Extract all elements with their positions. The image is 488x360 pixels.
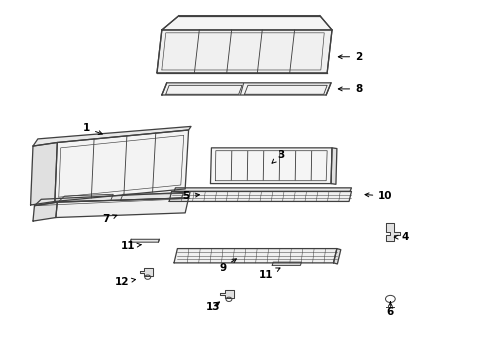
Polygon shape: [333, 249, 340, 264]
Polygon shape: [210, 148, 331, 184]
Polygon shape: [30, 143, 57, 205]
Polygon shape: [386, 223, 399, 241]
Text: 3: 3: [271, 150, 284, 163]
Text: 9: 9: [219, 259, 236, 273]
Text: 4: 4: [393, 232, 408, 242]
Polygon shape: [33, 202, 57, 221]
Polygon shape: [169, 192, 351, 202]
Text: 11: 11: [121, 241, 141, 251]
Polygon shape: [33, 126, 191, 146]
Polygon shape: [55, 130, 188, 202]
Polygon shape: [56, 198, 188, 217]
Text: 6: 6: [386, 302, 393, 317]
Polygon shape: [330, 148, 336, 184]
Text: 8: 8: [338, 84, 362, 94]
Polygon shape: [140, 268, 152, 276]
Text: 12: 12: [115, 277, 135, 287]
Polygon shape: [162, 16, 331, 30]
Text: 5: 5: [182, 191, 199, 201]
Polygon shape: [174, 188, 351, 192]
Polygon shape: [162, 83, 330, 95]
Text: 13: 13: [205, 302, 220, 312]
Text: 11: 11: [259, 268, 280, 280]
Text: 2: 2: [338, 52, 362, 62]
Polygon shape: [272, 262, 301, 265]
Polygon shape: [34, 192, 190, 206]
Polygon shape: [220, 290, 233, 298]
Polygon shape: [130, 239, 159, 242]
Text: 1: 1: [82, 123, 102, 135]
Polygon shape: [157, 30, 331, 73]
Text: 10: 10: [365, 191, 392, 201]
Polygon shape: [174, 249, 336, 263]
Text: 7: 7: [102, 214, 117, 224]
